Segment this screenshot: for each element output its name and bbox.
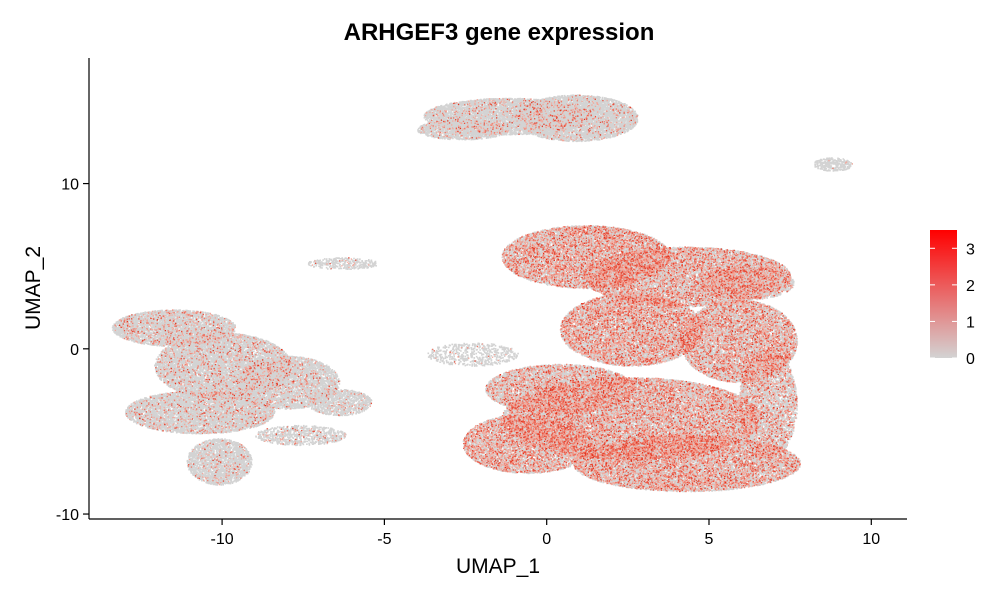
x-axis-title: UMAP_1 [456, 555, 540, 578]
chart-title: ARHGEF3 gene expression [344, 19, 655, 46]
x-axis-ticks: -10 -5 0 5 10 [211, 519, 880, 548]
colorbar-tick-label: 1 [966, 314, 975, 331]
y-tick-label: 10 [61, 177, 79, 194]
colorbar-tick-label: 0 [966, 351, 975, 368]
x-tick-label: -10 [211, 531, 234, 548]
colorbar [930, 230, 957, 358]
expressing-cells [114, 95, 853, 492]
scatter-points [111, 94, 853, 493]
x-tick-label: -5 [377, 531, 391, 548]
expressing-cells [114, 96, 834, 493]
colorbar-ticks: 0 1 2 3 [930, 241, 975, 368]
y-tick-label: 0 [70, 342, 79, 359]
y-axis-title: UMAP_2 [22, 246, 45, 330]
colorbar-legend: 0 1 2 3 [930, 230, 975, 368]
colorbar-tick-label: 2 [966, 278, 975, 295]
x-tick-label: 5 [705, 531, 714, 548]
x-tick-label: 10 [862, 531, 880, 548]
colorbar-tick-label: 3 [966, 241, 975, 258]
y-tick-label: -10 [56, 507, 79, 524]
x-tick-label: 0 [542, 531, 551, 548]
y-axis-ticks: -10 0 10 [56, 177, 89, 524]
